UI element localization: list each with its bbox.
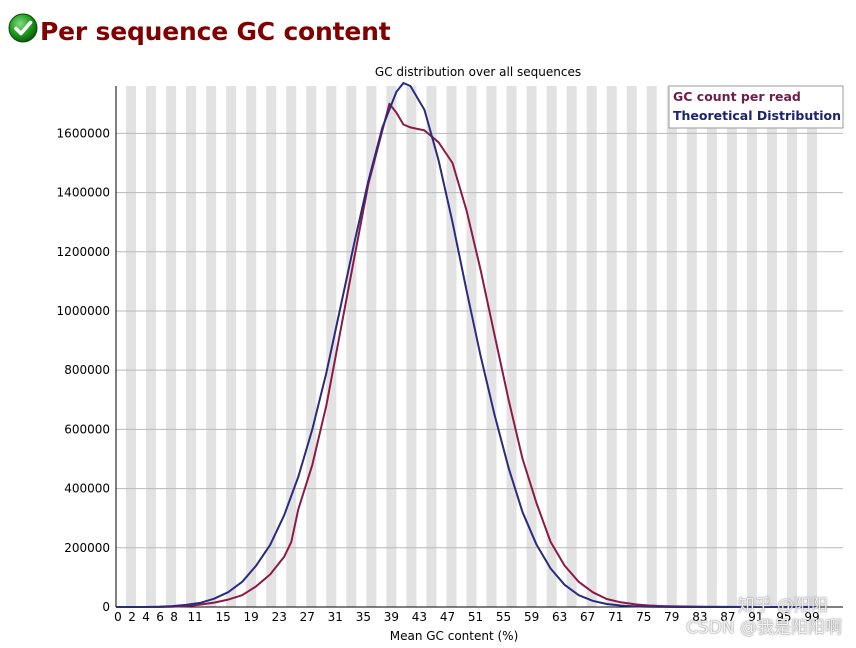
stripe <box>126 86 137 607</box>
chart-title: GC distribution over all sequences <box>375 65 581 79</box>
x-tick-label: 39 <box>384 610 399 624</box>
stripe <box>786 86 797 607</box>
legend-box <box>668 85 844 129</box>
stripe <box>466 86 477 607</box>
stripe <box>606 86 617 607</box>
stripe <box>506 86 517 607</box>
stripe <box>666 86 677 607</box>
x-axis-label: Mean GC content (%) <box>390 629 519 643</box>
watermark-csdn: CSDN @我是阳阳啊 <box>686 618 842 638</box>
x-tick-label: 19 <box>244 610 259 624</box>
x-tick-label: 91 <box>748 610 763 624</box>
y-tick-label: 200000 <box>64 541 110 555</box>
y-tick-label: 400000 <box>64 482 110 496</box>
check-icon <box>8 13 38 43</box>
stripe <box>566 86 577 607</box>
x-tick-label: 35 <box>356 610 371 624</box>
legend-entry-theoretical: Theoretical Distribution <box>673 108 841 123</box>
x-tick-label: 11 <box>187 610 202 624</box>
x-tick-label: 6 <box>156 610 164 624</box>
x-tick-label: 2 <box>128 610 136 624</box>
x-tick-label: 87 <box>720 610 735 624</box>
series-line-theoretical-distribution <box>116 82 817 608</box>
stripe <box>586 86 597 607</box>
stripe <box>306 86 317 607</box>
x-tick-label: 71 <box>608 610 623 624</box>
x-tick-label: 79 <box>664 610 679 624</box>
background-stripes <box>126 86 817 607</box>
x-tick-label: 83 <box>692 610 707 624</box>
x-tick-label: 4 <box>142 610 150 624</box>
x-tick-label: 27 <box>300 610 315 624</box>
stripe <box>206 86 217 607</box>
x-tick-label: 63 <box>552 610 567 624</box>
stripe <box>546 86 557 607</box>
stripe <box>166 86 177 607</box>
legend: GC count per read Theoretical Distributi… <box>668 85 844 129</box>
x-tick-label: 99 <box>804 610 819 624</box>
y-tick-label: 800000 <box>64 363 110 377</box>
stripe <box>386 86 397 607</box>
stripe <box>286 86 297 607</box>
stripe <box>726 86 737 607</box>
x-tick-label: 43 <box>412 610 427 624</box>
stripe <box>486 86 497 607</box>
x-tick-label: 95 <box>776 610 791 624</box>
stripe <box>186 86 197 607</box>
y-tick-label: 600000 <box>64 422 110 436</box>
page-title: Per sequence GC content <box>40 16 391 46</box>
stripe <box>646 86 657 607</box>
y-tick-label: 1600000 <box>57 126 110 140</box>
x-tick-label: 55 <box>496 610 511 624</box>
x-tick-label: 31 <box>328 610 343 624</box>
stripe <box>146 86 157 607</box>
stripe <box>346 86 357 607</box>
x-tick-label: 15 <box>216 610 231 624</box>
x-tick-label: 8 <box>170 610 178 624</box>
x-tick-label: 23 <box>272 610 287 624</box>
stripe <box>806 86 817 607</box>
stripe <box>426 86 437 607</box>
stripe <box>526 86 537 607</box>
x-tick-label: 75 <box>636 610 651 624</box>
watermark-zhihu: 知乎 @阳阳 <box>737 596 828 616</box>
y-tick-label: 1400000 <box>57 186 110 200</box>
y-tick-labels: 0 200000 400000 600000 800000 1000000 1200000 1… <box>57 126 110 614</box>
x-tick-label: 51 <box>468 610 483 624</box>
stripe <box>246 86 257 607</box>
stripe <box>766 86 777 607</box>
x-tick-label: 59 <box>524 610 539 624</box>
series-line-gc-count-per-read <box>116 102 817 608</box>
x-tick-label: 0 <box>114 610 122 624</box>
header: Per sequence GC content <box>8 8 391 48</box>
stripe <box>446 86 457 607</box>
stripe <box>706 86 717 607</box>
stripe <box>746 86 757 607</box>
legend-entry-observed: GC count per read <box>673 89 801 104</box>
stripe <box>366 86 377 607</box>
y-tick-label: 0 <box>102 600 110 614</box>
stripe <box>266 86 277 607</box>
stripe <box>226 86 237 607</box>
y-tick-label: 1200000 <box>57 245 110 259</box>
gridlines <box>116 132 843 549</box>
stripe <box>686 86 697 607</box>
y-tick-label: 1000000 <box>57 304 110 318</box>
stripe <box>406 86 417 607</box>
stripe <box>626 86 637 607</box>
x-tick-label: 67 <box>580 610 595 624</box>
x-tick-label: 47 <box>440 610 455 624</box>
x-tick-labels: 0 2 4 6 8 11 15 19 23 27 31 35 39 43 47 51 55 59 63 67 71 75 7… <box>114 610 819 624</box>
series-lines <box>116 82 817 608</box>
